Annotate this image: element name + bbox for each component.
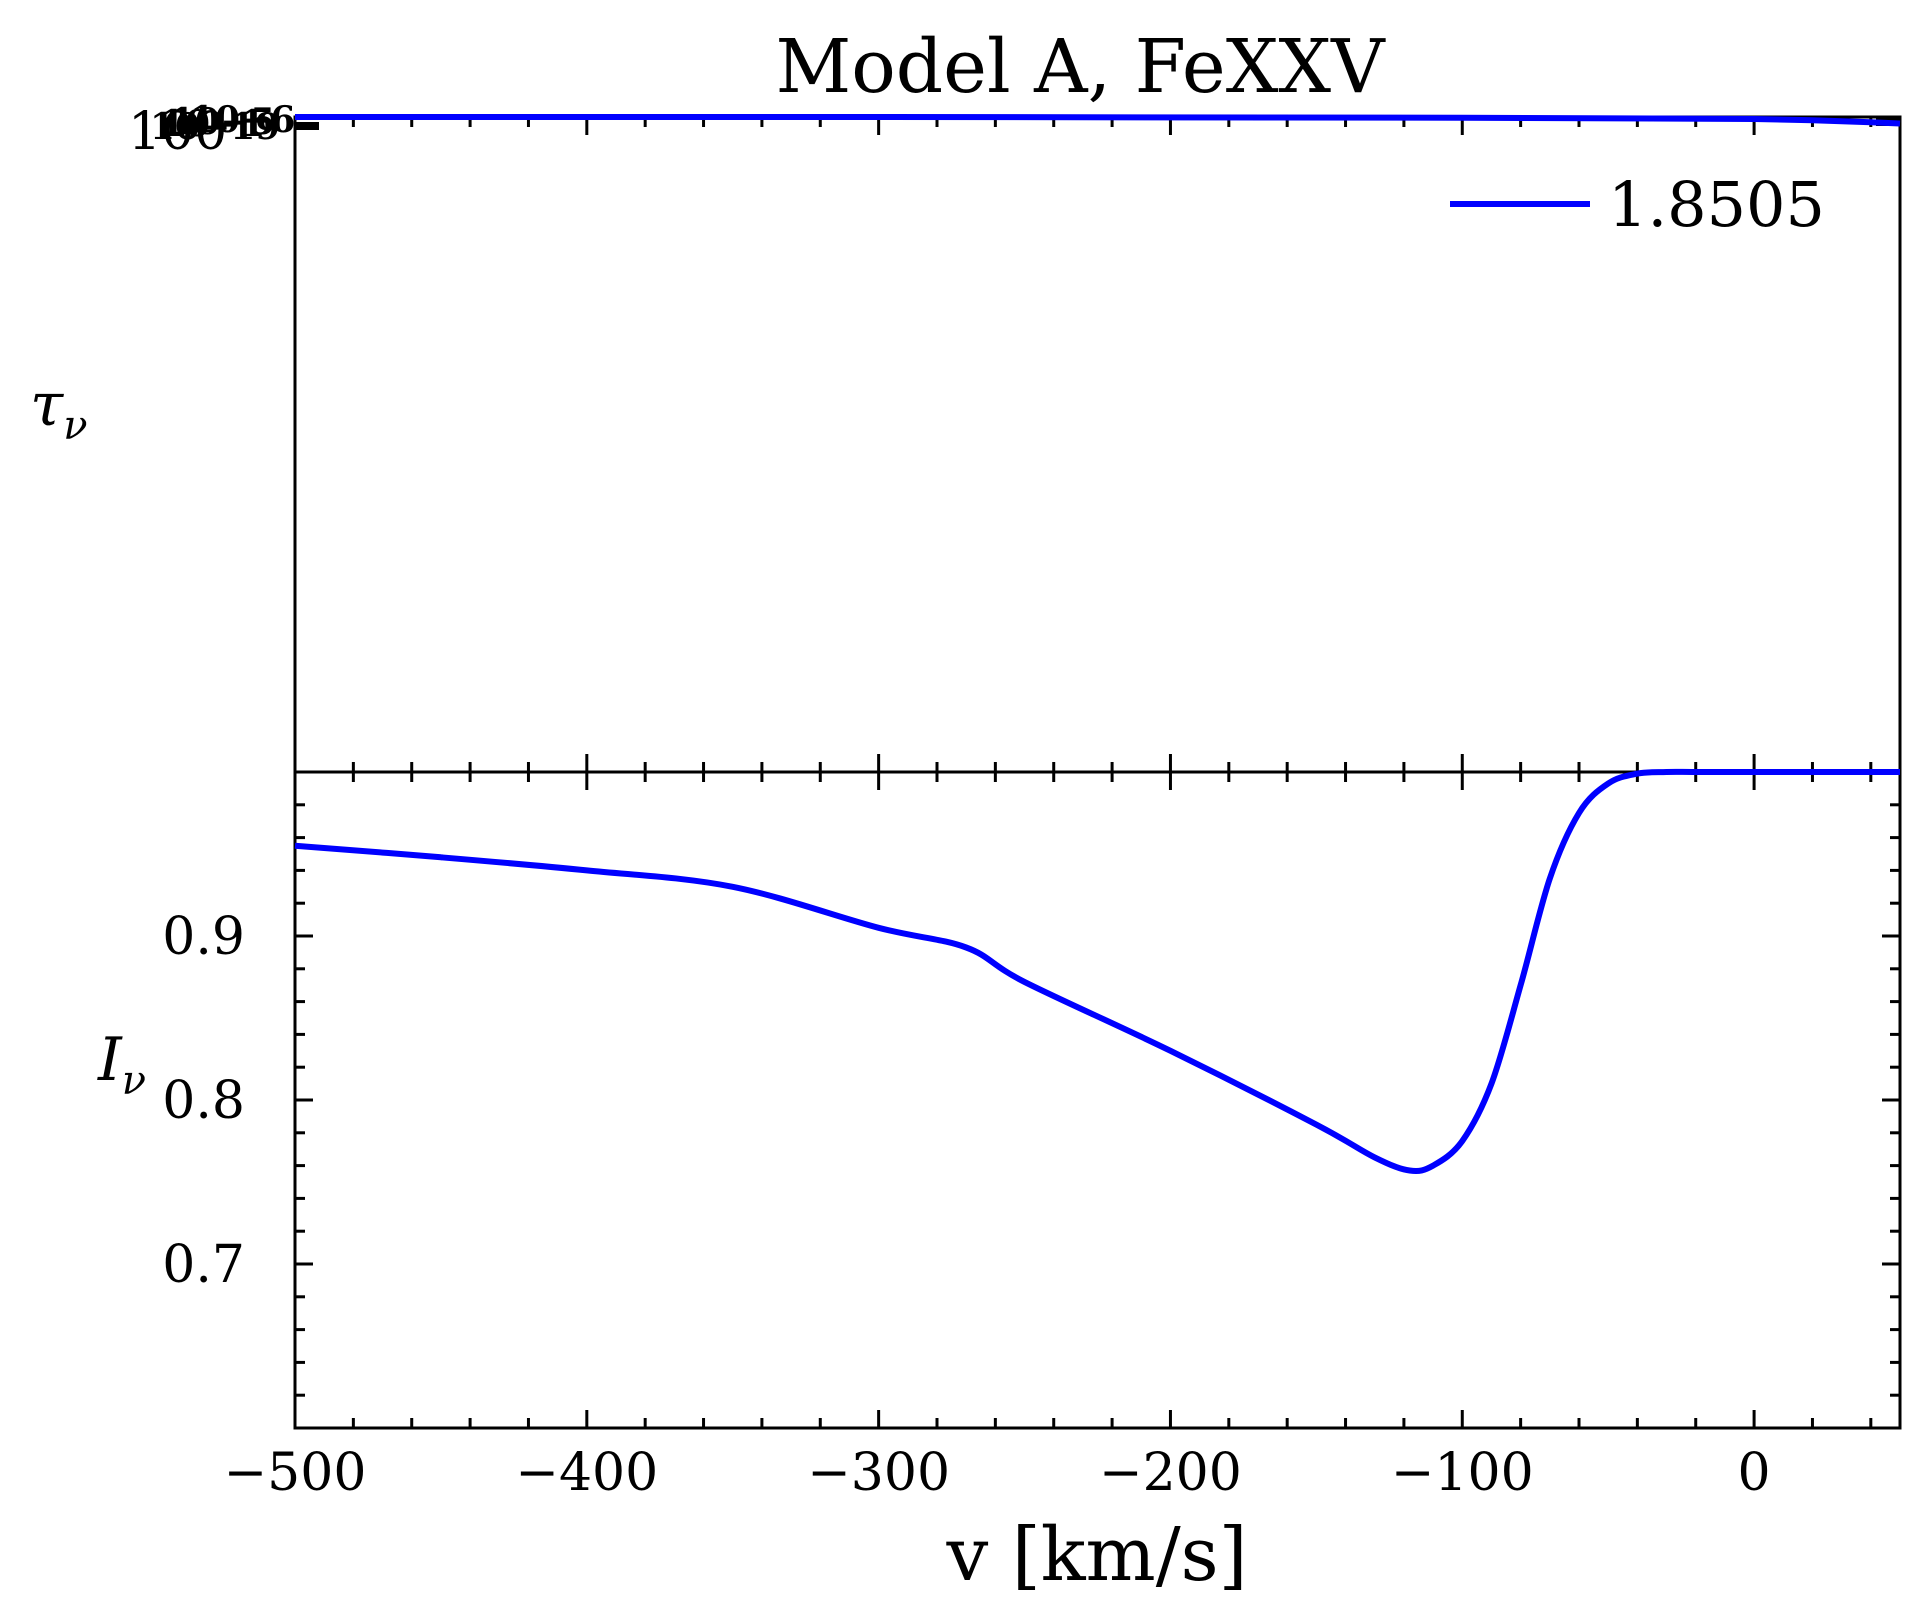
series-line-bottom bbox=[294, 768, 1900, 1175]
x-tick-label: −300 bbox=[807, 1443, 950, 1503]
y-tick-label: 0.9 bbox=[162, 907, 245, 967]
x-tick-label: −100 bbox=[1391, 1443, 1534, 1503]
y-tick-label: 100 bbox=[128, 102, 227, 162]
bottom-series bbox=[294, 768, 1900, 1175]
x-tick-label: −500 bbox=[224, 1443, 367, 1503]
bottom-panel: −500 −400 −300 −200 −100 0 0.7 0.8 0.9 Iν v [km… bbox=[97, 768, 1902, 1598]
y-tick-label: 0.7 bbox=[162, 1235, 245, 1295]
x-tick-label: 0 bbox=[1738, 1443, 1771, 1503]
y-tick-label: 10−19 bbox=[150, 106, 280, 148]
series-line-top bbox=[295, 114, 1901, 127]
x-tick-label: −200 bbox=[1099, 1443, 1242, 1503]
y-tick-label: 10−1 bbox=[160, 103, 265, 145]
bottom-ylabel: Iν bbox=[97, 1025, 146, 1104]
y-tick-label: 0.8 bbox=[162, 1071, 245, 1131]
bottom-plot-frame bbox=[293, 770, 1902, 1430]
y-tick-label: 10−6 bbox=[190, 99, 295, 141]
y-tick-label: 10−5 bbox=[170, 101, 275, 143]
x-axis-title: v [km/s] bbox=[946, 1512, 1248, 1598]
top-ylabel: τν bbox=[30, 370, 88, 449]
top-series bbox=[295, 114, 1901, 127]
bottom-xticks: −500 −400 −300 −200 −100 0 bbox=[224, 772, 1873, 1503]
chart-title: Model A, FeXXV bbox=[775, 24, 1386, 110]
bottom-yticks: 0.7 0.8 0.9 bbox=[162, 770, 1900, 1430]
legend-entry-label: 1.8505 bbox=[1608, 168, 1825, 241]
legend: 1.8505 bbox=[1450, 168, 1825, 241]
x-tick-label: −400 bbox=[515, 1443, 658, 1503]
